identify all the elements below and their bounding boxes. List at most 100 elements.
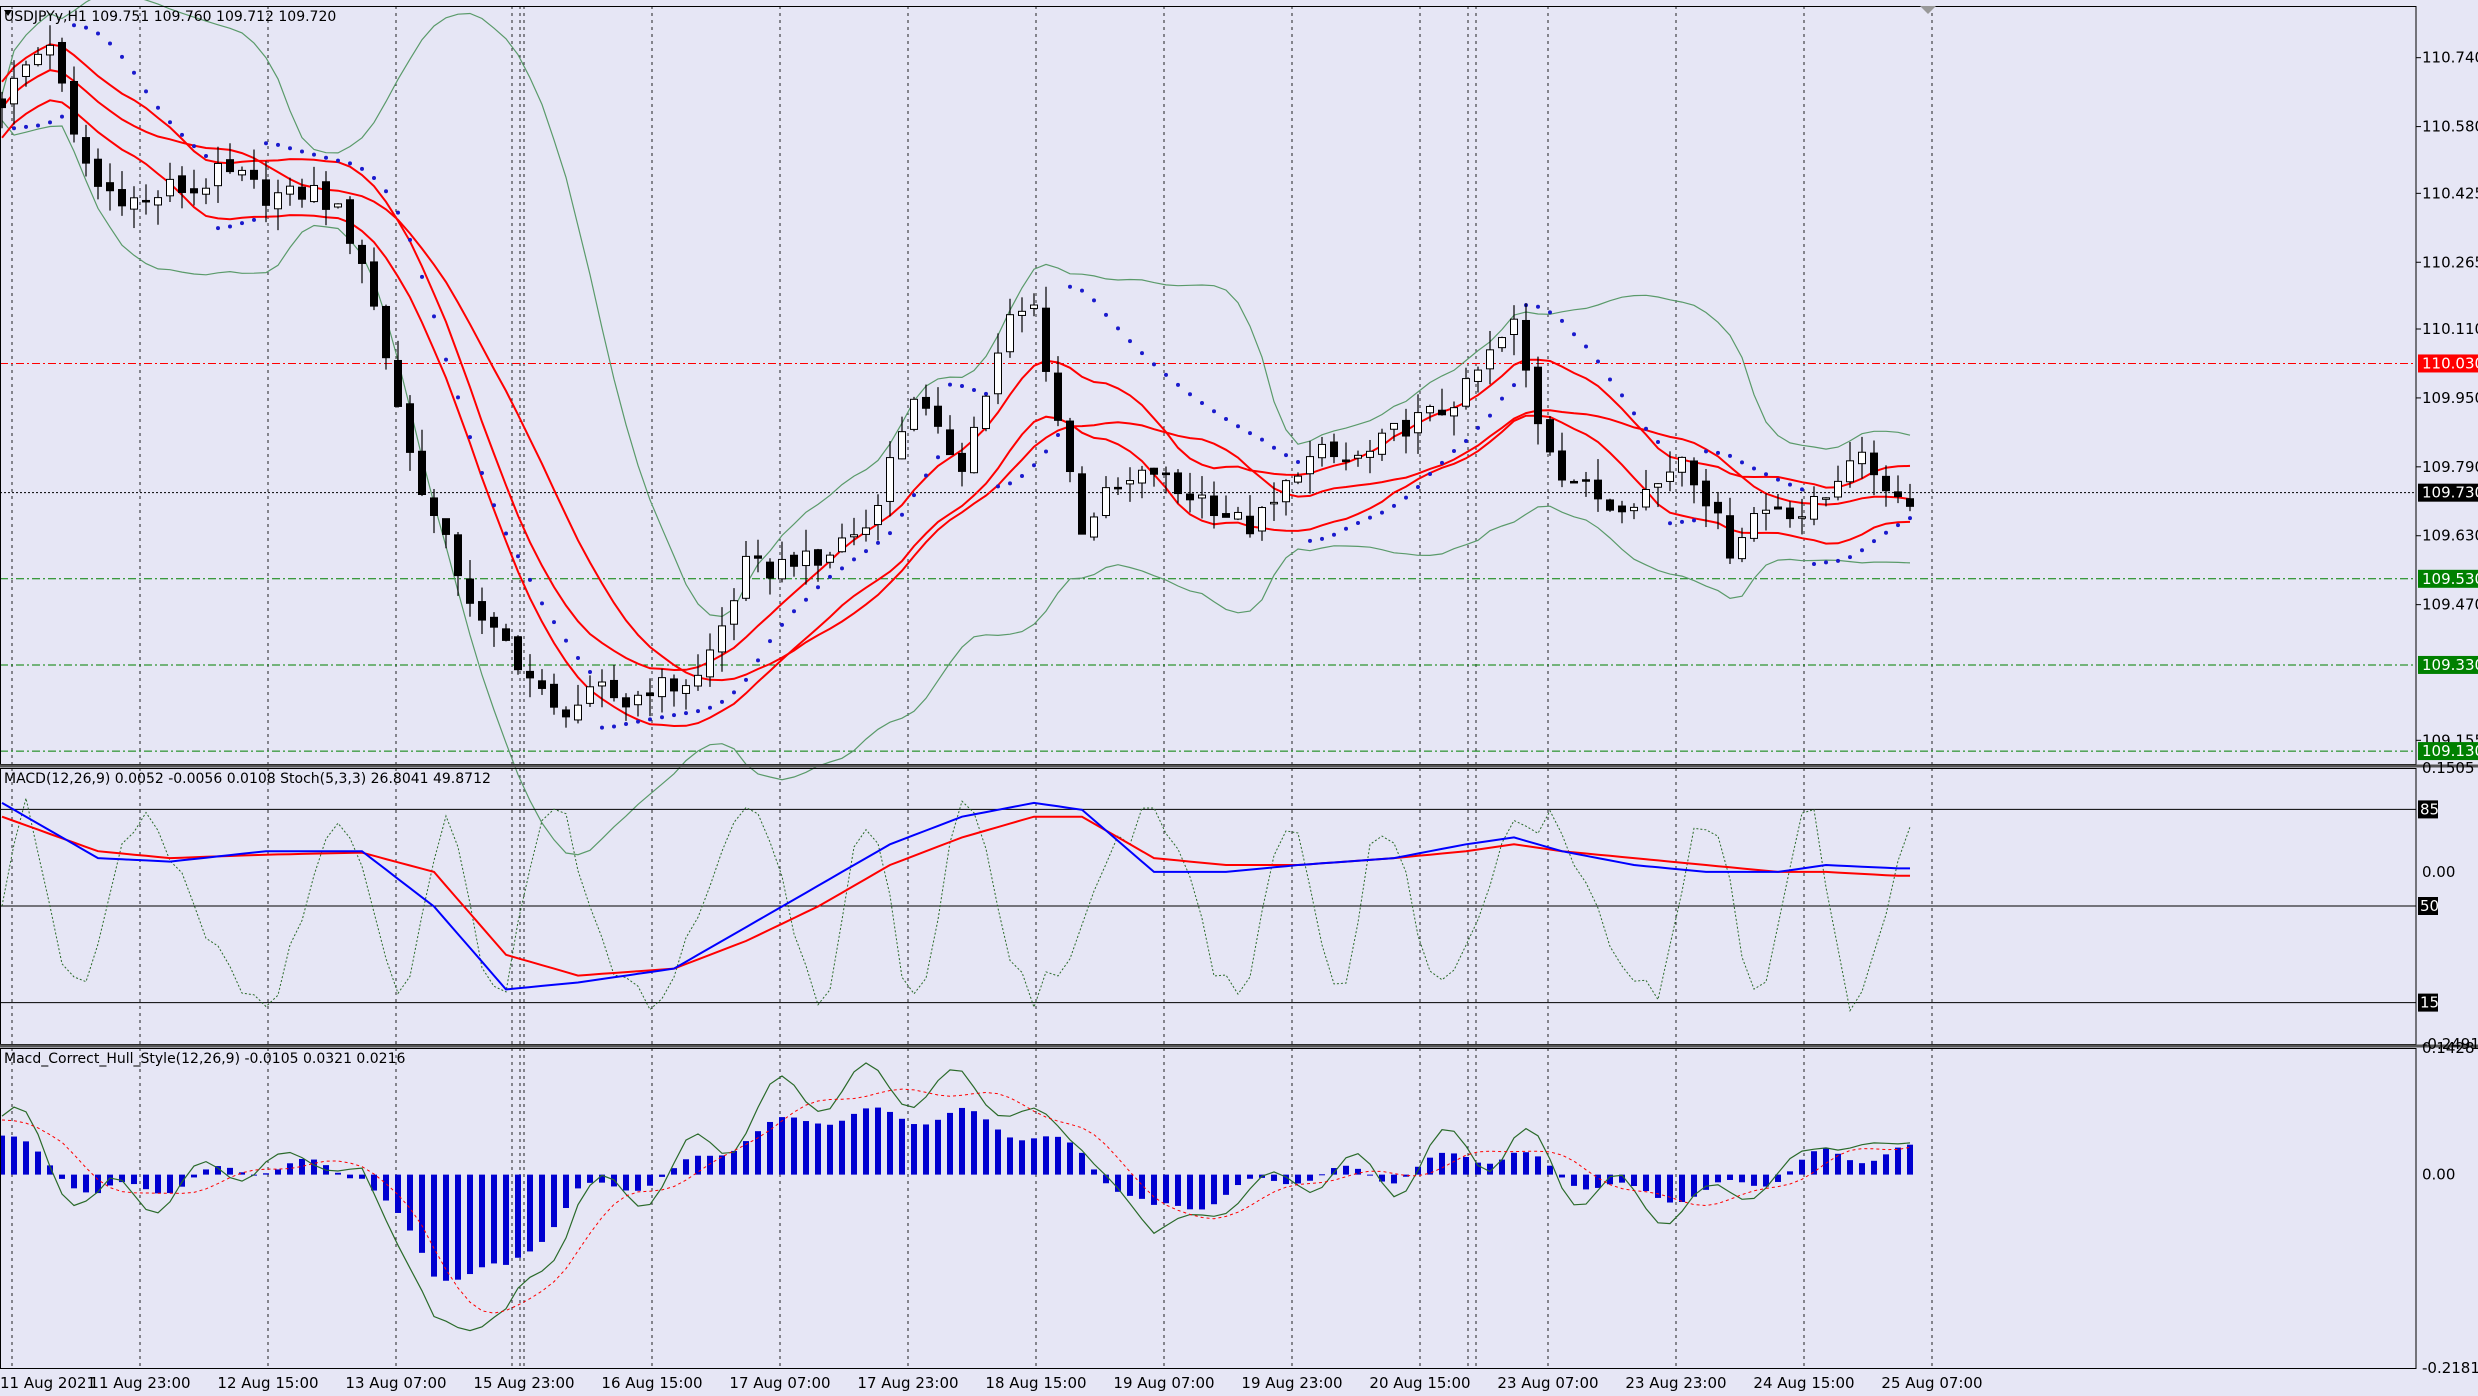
candle-body[interactable] <box>106 182 114 192</box>
candle-body[interactable] <box>0 98 6 109</box>
candle-body[interactable] <box>1174 472 1182 495</box>
candle-body[interactable] <box>958 452 966 472</box>
candle-body[interactable] <box>274 192 282 210</box>
candle-body[interactable] <box>742 555 750 599</box>
candle-body[interactable] <box>1534 366 1542 425</box>
candle-body[interactable] <box>286 185 294 195</box>
candle-body[interactable] <box>202 187 210 195</box>
candle-body[interactable] <box>406 403 414 453</box>
candle-body[interactable] <box>22 64 30 77</box>
candle-body[interactable] <box>418 450 426 496</box>
candle-body[interactable] <box>1570 480 1578 484</box>
candle-body[interactable] <box>178 175 186 193</box>
candle-body[interactable] <box>538 680 546 689</box>
candle-body[interactable] <box>670 678 678 692</box>
candle-body[interactable] <box>1342 459 1350 463</box>
candle-body[interactable] <box>610 679 618 699</box>
candle-body[interactable] <box>214 162 222 187</box>
candle-body[interactable] <box>262 179 270 206</box>
candle-body[interactable] <box>1126 480 1134 485</box>
candle-body[interactable] <box>1558 450 1566 481</box>
candle-body[interactable] <box>1870 452 1878 476</box>
candle-body[interactable] <box>646 692 654 697</box>
candle-body[interactable] <box>814 549 822 566</box>
candle-body[interactable] <box>1798 516 1806 519</box>
candle-body[interactable] <box>346 199 354 244</box>
candle-body[interactable] <box>1594 479 1602 500</box>
candle-body[interactable] <box>118 189 126 207</box>
candle-body[interactable] <box>1498 337 1506 349</box>
candle-body[interactable] <box>850 534 858 538</box>
candle-body[interactable] <box>154 197 162 206</box>
candle-body[interactable] <box>1786 507 1794 520</box>
macd-stoch-pane[interactable] <box>0 798 2416 1012</box>
candle-body[interactable] <box>1546 419 1554 453</box>
candle-body[interactable] <box>1618 505 1626 513</box>
candle-body[interactable] <box>10 77 18 105</box>
candle-body[interactable] <box>1810 495 1818 520</box>
candle-body[interactable] <box>1702 480 1710 507</box>
candle-body[interactable] <box>1054 372 1062 421</box>
candle-body[interactable] <box>1378 432 1386 455</box>
candle-body[interactable] <box>130 197 138 210</box>
candle-body[interactable] <box>694 674 702 687</box>
candle-body[interactable] <box>94 158 102 187</box>
candle-body[interactable] <box>802 550 810 567</box>
candle-body[interactable] <box>1402 419 1410 437</box>
candle-body[interactable] <box>1066 420 1074 473</box>
candle-body[interactable] <box>142 199 150 203</box>
candle-body[interactable] <box>718 625 726 653</box>
candle-body[interactable] <box>1714 501 1722 514</box>
candle-body[interactable] <box>706 649 714 678</box>
candles[interactable] <box>0 25 1914 728</box>
candle-body[interactable] <box>874 504 882 526</box>
candle-body[interactable] <box>934 405 942 427</box>
candle-body[interactable] <box>994 352 1002 395</box>
candle-body[interactable] <box>514 636 522 671</box>
candle-body[interactable] <box>34 53 42 66</box>
candle-body[interactable] <box>1630 506 1638 512</box>
candle-body[interactable] <box>466 578 474 604</box>
candle-body[interactable] <box>634 694 642 706</box>
candle-body[interactable] <box>310 184 318 203</box>
candle-body[interactable] <box>1438 409 1446 416</box>
candle-body[interactable] <box>586 686 594 704</box>
candle-body[interactable] <box>550 683 558 708</box>
candle-body[interactable] <box>1882 475 1890 492</box>
candle-body[interactable] <box>1330 441 1338 458</box>
candle-body[interactable] <box>838 537 846 553</box>
candle-body[interactable] <box>430 497 438 517</box>
candle-body[interactable] <box>1270 501 1278 505</box>
candle-body[interactable] <box>238 169 246 176</box>
candle-body[interactable] <box>370 261 378 307</box>
candle-body[interactable] <box>1258 507 1266 532</box>
candle-body[interactable] <box>394 359 402 407</box>
candle-body[interactable] <box>1162 472 1170 476</box>
candle-body[interactable] <box>1846 460 1854 483</box>
candle-body[interactable] <box>1606 499 1614 511</box>
candle-body[interactable] <box>1678 456 1686 473</box>
candle-body[interactable] <box>454 534 462 577</box>
candle-body[interactable] <box>1006 314 1014 353</box>
candle-body[interactable] <box>1114 486 1122 490</box>
candle-body[interactable] <box>334 203 342 208</box>
candle-body[interactable] <box>1150 467 1158 475</box>
candle-body[interactable] <box>1186 493 1194 501</box>
candle-body[interactable] <box>754 555 762 559</box>
candle-body[interactable] <box>1666 471 1674 482</box>
candle-body[interactable] <box>1738 537 1746 560</box>
candle-body[interactable] <box>898 431 906 460</box>
dropdown-icon[interactable] <box>4 10 12 16</box>
candle-body[interactable] <box>790 554 798 567</box>
candle-body[interactable] <box>1834 480 1842 498</box>
candle-body[interactable] <box>766 561 774 579</box>
candle-body[interactable] <box>1414 412 1422 434</box>
candle-body[interactable] <box>1198 494 1206 499</box>
candle-body[interactable] <box>502 628 510 641</box>
candle-body[interactable] <box>58 41 66 84</box>
candle-body[interactable] <box>1726 515 1734 559</box>
candle-body[interactable] <box>1078 473 1086 535</box>
candle-body[interactable] <box>190 188 198 194</box>
candle-body[interactable] <box>1642 489 1650 508</box>
